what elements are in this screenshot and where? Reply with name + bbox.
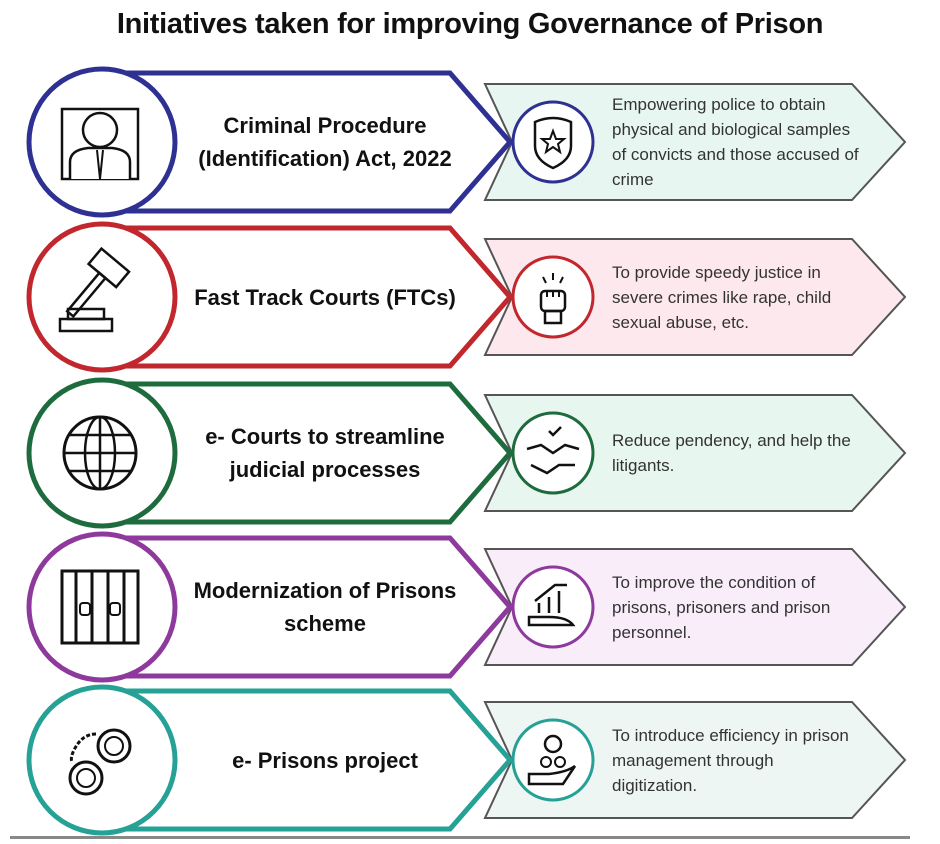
initiative-row xyxy=(26,684,907,836)
initiative-row xyxy=(26,377,907,529)
globe-icon xyxy=(62,415,138,491)
management-hand-icon xyxy=(527,734,577,786)
initiative-description: Reduce pendency, and help the litigants. xyxy=(612,431,851,475)
initiative-banner xyxy=(100,70,514,214)
page-title: Initiatives taken for improving Governan… xyxy=(116,8,824,40)
initiative-row xyxy=(26,531,907,683)
handshake-icon xyxy=(526,426,580,475)
gavel-icon xyxy=(58,246,131,333)
initiative-name: e- Courts to streamline judicial process… xyxy=(205,424,445,482)
initiative-banner xyxy=(100,225,514,369)
prison-bars-icon xyxy=(60,569,140,645)
growth-hand-icon xyxy=(527,583,576,627)
small-icon-circle xyxy=(511,565,595,649)
initiative-name: Modernization of Prisons scheme xyxy=(193,578,457,636)
initiative-banner xyxy=(100,535,514,679)
icon-circle xyxy=(26,221,178,373)
initiative-description: To introduce efficiency in prison manage… xyxy=(612,725,849,795)
police-badge-icon xyxy=(533,116,573,170)
initiative-description: Empowering police to obtain physical and… xyxy=(612,95,859,189)
initiative-description: To provide speedy justice in severe crim… xyxy=(612,262,832,332)
raised-fist-icon xyxy=(539,273,567,325)
initiative-name: Fast Track Courts (FTCs) xyxy=(194,284,456,310)
prisoner-mugshot-icon xyxy=(60,107,140,181)
initiative-banner xyxy=(100,381,514,525)
small-icon-circle xyxy=(511,718,595,802)
icon-circle xyxy=(26,531,178,683)
initiative-banner xyxy=(100,688,514,832)
initiative-description: To improve the condition of prisons, pri… xyxy=(612,572,831,642)
icon-circle xyxy=(26,684,178,836)
divider xyxy=(10,836,910,839)
handcuffs-icon xyxy=(68,728,132,796)
initiative-name: Criminal Procedure (Identification) Act,… xyxy=(198,113,452,171)
small-icon-circle xyxy=(511,100,595,184)
initiative-row xyxy=(26,66,907,218)
initiative-name: e- Prisons project xyxy=(232,747,418,773)
initiative-row xyxy=(26,221,907,373)
